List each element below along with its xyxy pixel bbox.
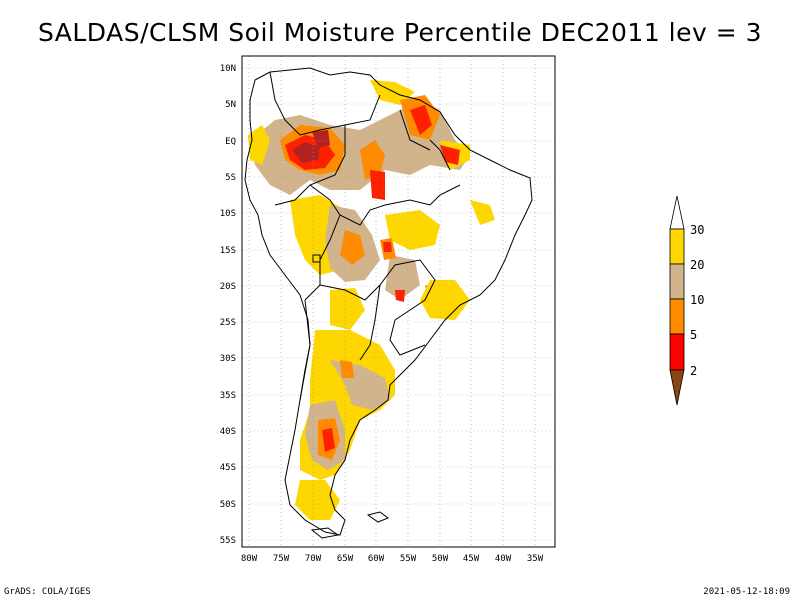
legend-swatch-10-20 (669, 263, 685, 300)
lat-label: 45S (220, 463, 236, 473)
lon-label: 50W (432, 554, 449, 564)
legend-colorbar: 30 20 10 5 2 (669, 195, 704, 406)
legend-swatch-2-5 (669, 333, 685, 371)
legend-label: 5 (690, 328, 697, 342)
legend-swatch-20-30 (669, 228, 685, 265)
chart-title: SALDAS/CLSM Soil Moisture Percentile DEC… (37, 18, 763, 47)
lon-label: 80W (241, 554, 258, 564)
fill-red-argentina (322, 428, 335, 452)
lat-label: 30S (220, 354, 236, 364)
legend-label: 30 (690, 223, 704, 237)
legend-label: 20 (690, 258, 704, 272)
plot-frame (241, 55, 556, 548)
lon-label: 65W (337, 554, 354, 564)
continent-coastline (244, 67, 533, 536)
legend-swatch-5-10 (669, 298, 685, 335)
footer-timestamp: 2021-05-12-18:09 (703, 587, 790, 597)
fill-tan-central (325, 205, 420, 300)
lat-label: 25S (220, 318, 236, 328)
fill-red-amazon (285, 105, 460, 200)
fill-gold-south-brazil (330, 280, 470, 330)
legend-swatch-below2 (669, 369, 685, 406)
fill-red-central (383, 242, 405, 302)
lat-label: 50S (220, 500, 236, 510)
lon-label: 60W (368, 554, 385, 564)
lon-label: 55W (400, 554, 417, 564)
lat-label: 5N (225, 100, 236, 110)
falkland-islands (366, 511, 390, 523)
graticule (242, 56, 555, 547)
lat-label: 40S (220, 427, 236, 437)
lon-label: 75W (273, 554, 290, 564)
lat-label: 35S (220, 391, 236, 401)
lon-label: 70W (305, 554, 322, 564)
tierra-del-fuego (310, 527, 340, 539)
legend-swatch-above30 (669, 195, 685, 230)
latitude-axis: 10N 5N EQ 5S 10S 15S 20S 25S 30S 35S 40S… (220, 64, 236, 546)
lon-label: 40W (495, 554, 512, 564)
footer-credit: GrADS: COLA/IGES (4, 587, 91, 597)
lon-label: 35W (527, 554, 544, 564)
lake-titicaca (312, 254, 321, 263)
lat-label: 15S (220, 246, 236, 256)
lat-label: 10S (220, 209, 236, 219)
legend-label: 2 (690, 364, 697, 378)
fill-darkred-amazon (292, 130, 330, 163)
percentile-fill-layer (248, 80, 495, 520)
longitude-axis: 80W 75W 70W 65W 60W 55W 50W 45W 40W 35W (241, 554, 544, 564)
coastline-and-borders (244, 67, 533, 539)
lat-label: 5S (225, 173, 236, 183)
legend-label: 10 (690, 293, 704, 307)
lat-label: 20S (220, 282, 236, 292)
lat-label: EQ (225, 137, 236, 147)
lat-label: 10N (220, 64, 236, 74)
lon-label: 45W (463, 554, 480, 564)
lat-label: 55S (220, 536, 236, 546)
fill-gold-patagonia (295, 480, 340, 520)
